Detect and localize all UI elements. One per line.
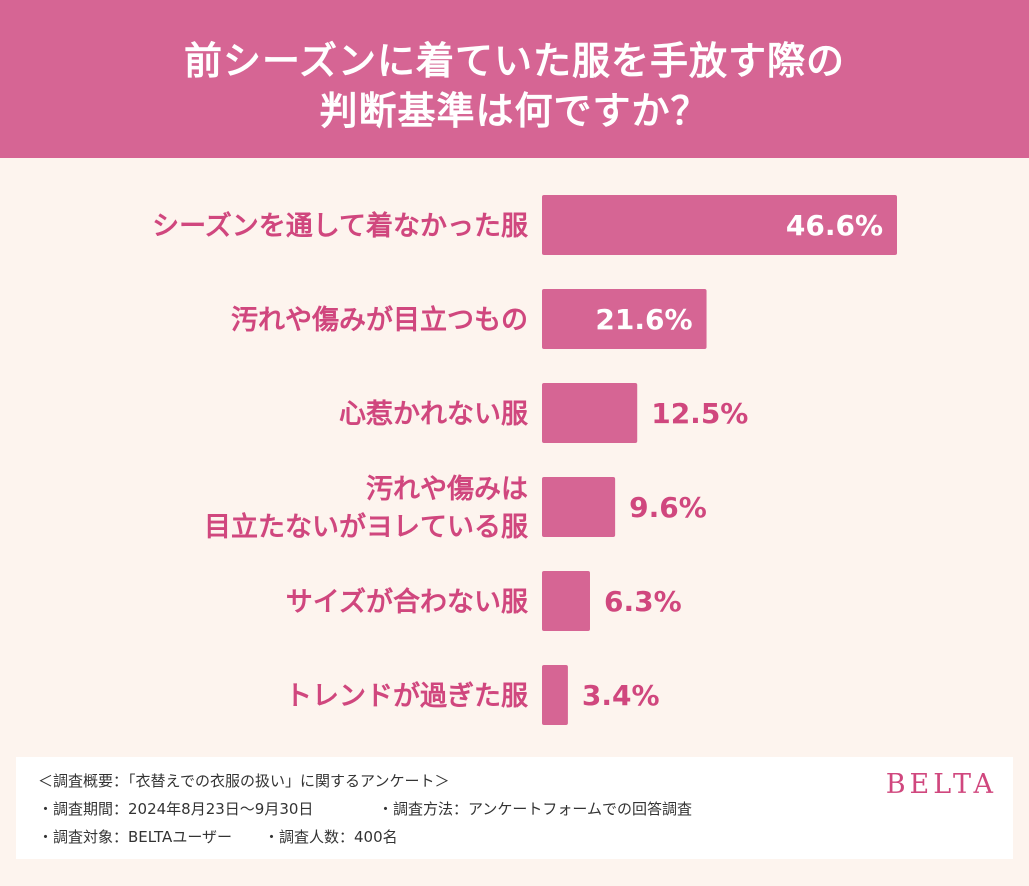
survey-period: ・調査期間：2024年8月23日〜9月30日 (38, 800, 314, 818)
bar-chart: 46.6% シーズンを通して着なかった服 21.6% 汚れや傷みが目立つもの 12.5%… (0, 158, 1029, 748)
category-label-3-line-1: 目立たないがヨレている服 (204, 511, 529, 543)
survey-overview-heading: ＜調査概要：「衣替えでの衣服の扱い」に関するアンケート＞ (38, 772, 450, 790)
category-label-5: トレンドが過ぎた服 (285, 680, 529, 712)
survey-count: ・調査人数：400名 (264, 828, 398, 846)
bar-1 (542, 289, 707, 349)
survey-summary-box: ＜調査概要：「衣替えでの衣服の扱い」に関するアンケート＞ ・調査期間：2024年… (16, 757, 1013, 859)
survey-method: ・調査方法：アンケートフォームでの回答調査 (378, 800, 692, 818)
bar-chart-svg: 46.6% シーズンを通して着なかった服 21.6% 汚れや傷みが目立つもの 12.5%… (152, 195, 897, 725)
value-label-5: 3.4% (582, 679, 660, 712)
value-label-3: 9.6% (629, 491, 707, 524)
value-label-1: 21.6% (595, 303, 692, 336)
value-label-0: 46.6% (786, 209, 883, 242)
belta-logo: BELTA (885, 769, 997, 800)
chart-title-line-2: 判断基準は何ですか？ (319, 89, 710, 133)
category-label-0: シーズンを通して着なかった服 (152, 210, 529, 242)
category-label-3-line-0: 汚れや傷みは (366, 474, 528, 505)
bar-3 (542, 477, 616, 537)
category-label-4: サイズが合わない服 (286, 586, 529, 618)
survey-target: ・調査対象：BELTAユーザー (38, 828, 233, 846)
value-label-4: 6.3% (604, 585, 682, 618)
bar-4 (542, 571, 590, 631)
value-label-2: 12.5% (651, 397, 748, 430)
bar-2 (542, 383, 638, 443)
bar-5 (542, 665, 568, 725)
category-label-2: 心惹かれない服 (339, 399, 529, 430)
header-banner: 前シーズンに着ていた服を手放す際の 判断基準は何ですか？ (0, 0, 1029, 158)
chart-title-line-1: 前シーズンに着ていた服を手放す際の (183, 39, 846, 83)
category-label-1: 汚れや傷みが目立つもの (231, 304, 528, 336)
bar-0 (542, 195, 897, 255)
